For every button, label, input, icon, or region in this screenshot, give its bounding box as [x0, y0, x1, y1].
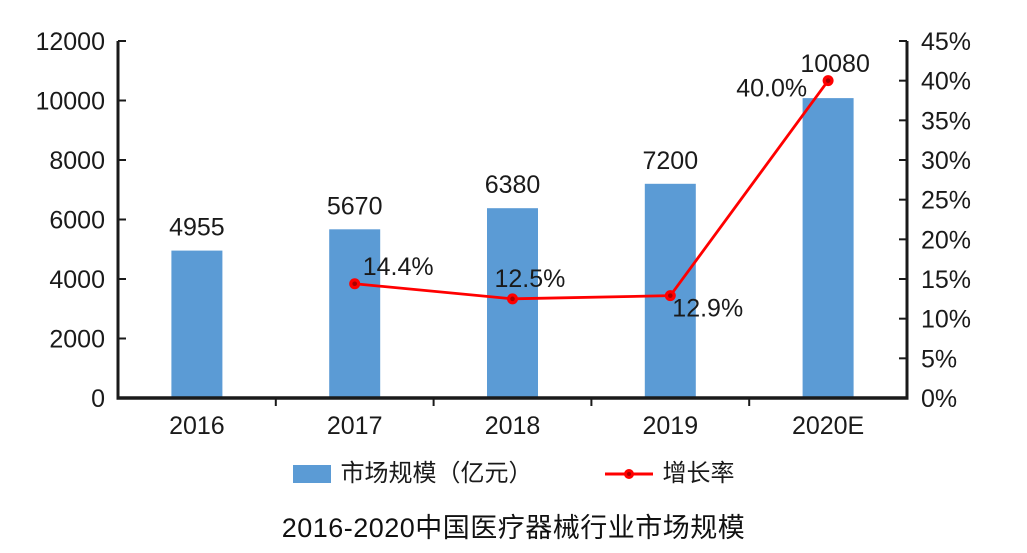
growth-rate-marker-core [352, 281, 358, 287]
left-axis-tick-label: 12000 [35, 28, 105, 56]
chart-legend: 市场规模（亿元） 增长率 [0, 462, 1027, 486]
right-axis-tick-label: 45% [921, 28, 971, 56]
chart-title: 2016-2020中国医疗器械行业市场规模 [281, 513, 746, 543]
line-series-swatch [604, 466, 653, 482]
x-axis-label-2016: 2016 [169, 412, 225, 440]
growth-rate-value-label-2019: 12.9% [672, 295, 743, 323]
bar-2020E [802, 98, 854, 399]
legend-item-growth-rate: 增长率 [604, 460, 735, 487]
growth-rate-value-label-2020E: 40.0% [736, 75, 807, 103]
bar-series-swatch [292, 465, 331, 483]
x-axis-label-2018: 2018 [485, 412, 541, 440]
left-axis-tick-label: 4000 [49, 266, 105, 294]
right-axis-tick-label: 30% [921, 147, 971, 175]
growth-rate-marker-core [668, 293, 673, 298]
legend-label-growth-rate: 增长率 [662, 460, 735, 487]
right-axis-tick-label: 0% [921, 385, 957, 413]
growth-rate-marker-core [825, 78, 831, 83]
left-axis-tick-label: 8000 [49, 147, 105, 175]
bar-2016 [171, 250, 223, 398]
x-axis-label-2019: 2019 [642, 412, 698, 440]
right-axis-tick-label: 25% [921, 187, 971, 215]
right-axis-tick-label: 15% [921, 266, 971, 294]
left-axis-tick-label: 10000 [35, 88, 105, 116]
growth-rate-line [354, 79, 830, 301]
left-axis-tick-label: 6000 [49, 207, 105, 235]
legend-item-market-size: 市场规模（亿元） [292, 460, 533, 487]
left-axis-tick-label: 2000 [49, 326, 105, 354]
x-axis-label-2020E: 2020E [792, 412, 864, 440]
left-axis-tick-label: 0 [91, 385, 105, 413]
bar-value-label-2020E: 10080 [800, 50, 870, 78]
growth-rate-value-label-2018: 12.5% [495, 265, 566, 293]
growth-rate-value-label-2017: 14.4% [363, 253, 434, 281]
right-axis-tick-label: 10% [921, 306, 971, 334]
right-axis-tick-label: 40% [921, 68, 971, 96]
bar-value-label-2018: 6380 [485, 171, 541, 199]
bar-2017 [329, 229, 381, 398]
bar-value-label-2016: 4955 [169, 214, 225, 242]
x-axis-label-2017: 2017 [327, 412, 383, 440]
right-axis-tick-label: 35% [921, 107, 971, 135]
right-axis-tick-label: 20% [921, 226, 971, 254]
right-axis-tick-label: 5% [921, 345, 957, 373]
bar-value-label-2019: 7200 [642, 147, 698, 175]
growth-rate-marker-core [510, 296, 515, 302]
line-marker-icon [604, 469, 653, 479]
legend-label-market-size: 市场规模（亿元） [340, 460, 533, 487]
bar-value-label-2017: 5670 [327, 192, 383, 220]
combo-chart-plot: 0 2000 4000 6000 8000 10000 12000 0% 5% 10% 15% 20%… [35, 28, 971, 440]
